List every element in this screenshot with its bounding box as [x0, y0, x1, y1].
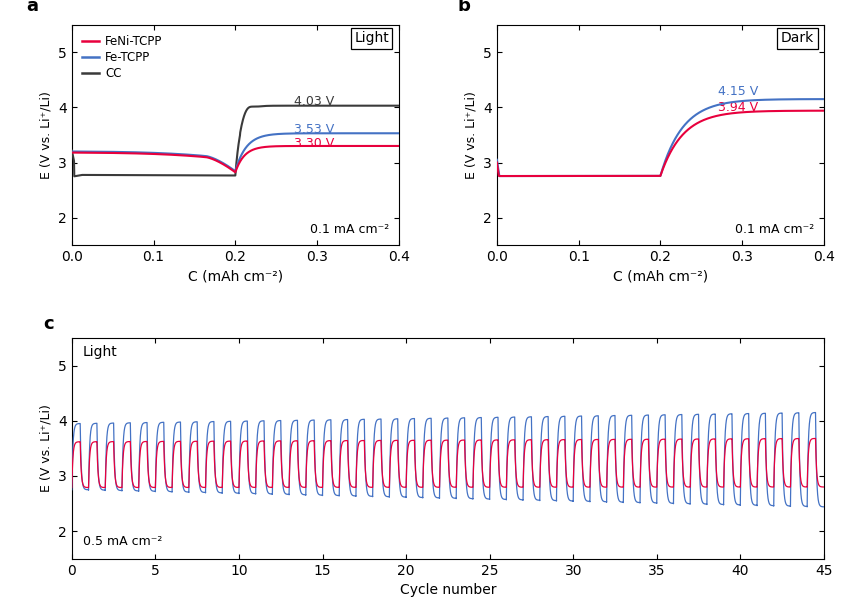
X-axis label: Cycle number: Cycle number [399, 583, 495, 597]
Text: Light: Light [83, 344, 117, 359]
Text: 3.30 V: 3.30 V [294, 137, 334, 150]
Text: 0.1 mA cm⁻²: 0.1 mA cm⁻² [734, 223, 813, 236]
Legend: FeNi-TCPP, Fe-TCPP, CC: FeNi-TCPP, Fe-TCPP, CC [78, 31, 167, 85]
X-axis label: C (mAh cm⁻²): C (mAh cm⁻²) [187, 270, 283, 284]
Text: 0.1 mA cm⁻²: 0.1 mA cm⁻² [310, 223, 388, 236]
Text: 4.15 V: 4.15 V [717, 85, 757, 98]
Text: 3.94 V: 3.94 V [717, 101, 757, 114]
X-axis label: C (mAh cm⁻²): C (mAh cm⁻²) [612, 270, 707, 284]
Text: b: b [457, 0, 470, 15]
Text: Light: Light [354, 31, 388, 45]
Text: 4.03 V: 4.03 V [294, 95, 334, 108]
Y-axis label: E (V vs. Li⁺/Li): E (V vs. Li⁺/Li) [40, 91, 52, 179]
Text: 0.5 mA cm⁻²: 0.5 mA cm⁻² [83, 535, 162, 548]
Text: 3.53 V: 3.53 V [294, 123, 334, 136]
Text: c: c [43, 315, 54, 333]
Text: Dark: Dark [780, 31, 813, 45]
Y-axis label: E (V vs. Li⁺/Li): E (V vs. Li⁺/Li) [464, 91, 477, 179]
Text: a: a [26, 0, 38, 15]
Y-axis label: E (V vs. Li⁺/Li): E (V vs. Li⁺/Li) [40, 405, 52, 492]
